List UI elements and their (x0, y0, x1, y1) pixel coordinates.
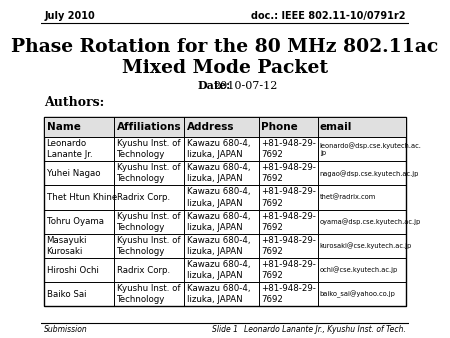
Text: +81-948-29-
7692: +81-948-29- 7692 (261, 260, 316, 280)
Text: oyama@dsp.cse.kyutech.ac.jp: oyama@dsp.cse.kyutech.ac.jp (320, 218, 421, 225)
Text: Kyushu Inst. of
Technology: Kyushu Inst. of Technology (117, 163, 180, 183)
Text: +81-948-29-
7692: +81-948-29- 7692 (261, 236, 316, 256)
Text: Date:: Date: (198, 80, 230, 91)
Text: kurosaki@cse.kyutech.ac.jp: kurosaki@cse.kyutech.ac.jp (320, 243, 412, 249)
Text: Slide 1: Slide 1 (212, 325, 238, 334)
Text: Leonardo
Lanante Jr.: Leonardo Lanante Jr. (46, 139, 92, 159)
Text: Kyushu Inst. of
Technology: Kyushu Inst. of Technology (117, 139, 180, 159)
Text: Submission: Submission (45, 325, 88, 334)
Text: +81-948-29-
7692: +81-948-29- 7692 (261, 163, 316, 183)
Text: Baiko Sai: Baiko Sai (46, 290, 86, 299)
Text: Thet Htun Khine: Thet Htun Khine (46, 193, 117, 202)
Text: Radrix Corp.: Radrix Corp. (117, 266, 170, 274)
Text: Kawazu 680-4,
Iizuka, JAPAN: Kawazu 680-4, Iizuka, JAPAN (187, 284, 250, 305)
Text: leonardo@dsp.cse.kyutech.ac.
jp: leonardo@dsp.cse.kyutech.ac. jp (320, 142, 422, 156)
Text: ochi@cse.kyutech.ac.jp: ochi@cse.kyutech.ac.jp (320, 267, 398, 273)
Text: Leonardo Lanante Jr., Kyushu Inst. of Tech.: Leonardo Lanante Jr., Kyushu Inst. of Te… (244, 325, 405, 334)
Text: Phone: Phone (261, 122, 298, 132)
Text: Kawazu 680-4,
Iizuka, JAPAN: Kawazu 680-4, Iizuka, JAPAN (187, 212, 250, 232)
Text: Hiroshi Ochi: Hiroshi Ochi (46, 266, 99, 274)
Text: Kawazu 680-4,
Iizuka, JAPAN: Kawazu 680-4, Iizuka, JAPAN (187, 236, 250, 256)
Text: Kawazu 680-4,
Iizuka, JAPAN: Kawazu 680-4, Iizuka, JAPAN (187, 139, 250, 159)
Text: Kawazu 680-4,
Iizuka, JAPAN: Kawazu 680-4, Iizuka, JAPAN (187, 260, 250, 280)
Text: Mixed Mode Packet: Mixed Mode Packet (122, 59, 328, 77)
Text: Phase Rotation for the 80 MHz 802.11ac: Phase Rotation for the 80 MHz 802.11ac (11, 38, 439, 56)
Text: +81-948-29-
7692: +81-948-29- 7692 (261, 188, 316, 208)
Text: doc.: IEEE 802.11-10/0791r2: doc.: IEEE 802.11-10/0791r2 (251, 11, 405, 22)
Text: +81-948-29-
7692: +81-948-29- 7692 (261, 212, 316, 232)
Text: baiko_sai@yahoo.co.jp: baiko_sai@yahoo.co.jp (320, 291, 396, 298)
Text: +81-948-29-
7692: +81-948-29- 7692 (261, 284, 316, 305)
Bar (45, 117, 405, 307)
Text: nagao@dsp.cse.kyutech.ac.jp: nagao@dsp.cse.kyutech.ac.jp (320, 170, 419, 177)
Text: Authors:: Authors: (45, 96, 104, 109)
Text: +81-948-29-
7692: +81-948-29- 7692 (261, 139, 316, 159)
Text: Kyushu Inst. of
Technology: Kyushu Inst. of Technology (117, 284, 180, 305)
Text: Masayuki
Kurosaki: Masayuki Kurosaki (46, 236, 87, 256)
Text: Tohru Oyama: Tohru Oyama (46, 217, 104, 226)
Text: email: email (320, 122, 352, 132)
Text: Name: Name (46, 122, 81, 132)
Text: Yuhei Nagao: Yuhei Nagao (46, 169, 100, 178)
Bar (45, 117, 405, 137)
Text: Kawazu 680-4,
Iizuka, JAPAN: Kawazu 680-4, Iizuka, JAPAN (187, 163, 250, 183)
Text: Kyushu Inst. of
Technology: Kyushu Inst. of Technology (117, 212, 180, 232)
Text: Address: Address (187, 122, 234, 132)
Text: Affiliations: Affiliations (117, 122, 181, 132)
Text: 2010-07-12: 2010-07-12 (213, 81, 278, 91)
Text: Kyushu Inst. of
Technology: Kyushu Inst. of Technology (117, 236, 180, 256)
Text: Radrix Corp.: Radrix Corp. (117, 193, 170, 202)
Text: thet@radrix.com: thet@radrix.com (320, 194, 376, 201)
Text: Kawazu 680-4,
Iizuka, JAPAN: Kawazu 680-4, Iizuka, JAPAN (187, 188, 250, 208)
Text: July 2010: July 2010 (45, 11, 95, 22)
